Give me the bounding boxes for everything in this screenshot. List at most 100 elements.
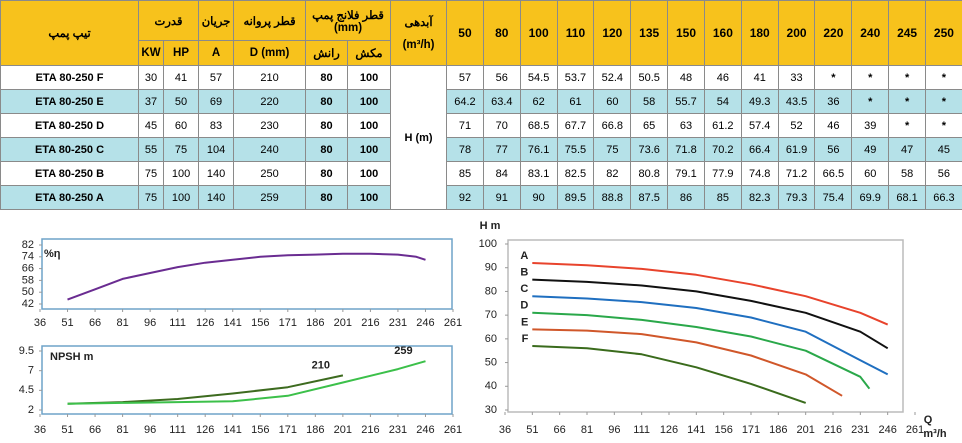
x-tick-label: 201 xyxy=(796,424,814,436)
head-cell: 46 xyxy=(703,65,742,90)
x-tick-label: 231 xyxy=(389,317,407,329)
sub-header: رانش xyxy=(305,40,349,66)
x-tick-label: 201 xyxy=(334,317,352,329)
series-line xyxy=(532,278,889,350)
flow-header: 245 xyxy=(888,0,926,66)
x-tick-label: 66 xyxy=(89,317,101,329)
head-cell: 53.7 xyxy=(556,65,595,90)
x-tick-label: 81 xyxy=(116,317,128,329)
header-cell: قدرت xyxy=(137,0,200,41)
head-cell: 57.4 xyxy=(740,113,779,138)
spec-cell: 100 xyxy=(347,113,392,138)
x-tick-label: 141 xyxy=(224,317,242,329)
flow-header: 80 xyxy=(482,0,521,66)
series-label: E xyxy=(521,316,528,328)
x-tick-label: 186 xyxy=(306,317,324,329)
sub-header: مکش xyxy=(347,40,392,66)
axis-title: Q xyxy=(924,414,933,426)
head-cell: 66.4 xyxy=(740,137,779,162)
head-cell: 71 xyxy=(446,113,484,138)
head-cell: 89.5 xyxy=(556,185,595,210)
head-cell: 57 xyxy=(446,65,484,90)
x-tick-label: 246 xyxy=(416,317,434,329)
y-tick-label: 42 xyxy=(22,298,34,310)
y-tick-label: 50 xyxy=(485,356,497,368)
head-cell: 50.5 xyxy=(630,65,669,90)
series-label: A xyxy=(520,250,528,262)
spec-cell: 210 xyxy=(233,65,307,90)
series-line xyxy=(532,345,807,404)
head-cell: 61.9 xyxy=(777,137,816,162)
sub-header: D (mm) xyxy=(233,40,307,66)
x-tick-label: 126 xyxy=(196,424,214,436)
pump-name: ETA 80-250 F xyxy=(0,65,139,90)
x-tick-label: 111 xyxy=(633,424,650,436)
head-cell: * xyxy=(925,89,962,114)
y-tick-label: 9.5 xyxy=(19,345,34,357)
x-tick-label: 261 xyxy=(906,424,924,436)
head-cell: 79.3 xyxy=(777,185,816,210)
header-cell: آبدهی (m³/h) xyxy=(390,0,448,66)
head-cell: * xyxy=(925,113,962,138)
header-cell: جریان xyxy=(198,0,235,41)
y-tick-label: 74 xyxy=(22,251,34,263)
x-tick-label: 201 xyxy=(334,424,352,436)
x-tick-label: 246 xyxy=(878,424,896,436)
x-tick-label: 141 xyxy=(224,424,242,436)
series-line xyxy=(532,328,843,397)
x-tick-label: 81 xyxy=(116,424,128,436)
head-cell: 80.8 xyxy=(630,161,669,186)
head-cell: * xyxy=(888,65,926,90)
head-cell: 63.4 xyxy=(482,89,521,114)
series-line xyxy=(67,360,426,405)
x-tick-label: 126 xyxy=(660,424,678,436)
head-cell: 62 xyxy=(519,89,558,114)
pump-name: ETA 80-250 D xyxy=(0,113,139,138)
spec-cell: 80 xyxy=(305,137,349,162)
head-cell: 63 xyxy=(667,113,705,138)
spec-cell: 75 xyxy=(138,161,164,186)
x-tick-label: 186 xyxy=(306,424,324,436)
flow-header: 50 xyxy=(446,0,484,66)
head-cell: 48 xyxy=(667,65,705,90)
flow-header: 180 xyxy=(740,0,779,66)
x-tick-label: 96 xyxy=(144,317,156,329)
y-tick-label: 50 xyxy=(22,286,34,298)
head-cell: 43.5 xyxy=(777,89,816,114)
spec-cell: 250 xyxy=(233,161,307,186)
x-tick-label: 216 xyxy=(361,424,379,436)
flow-header: 120 xyxy=(593,0,632,66)
spec-cell: 75 xyxy=(162,137,200,162)
spec-cell: 100 xyxy=(162,161,200,186)
head-cell: 56 xyxy=(925,161,962,186)
series-label: D xyxy=(520,300,528,312)
head-cell: 87.5 xyxy=(630,185,669,210)
y-tick-label: 58 xyxy=(22,274,34,286)
head-cell: 75 xyxy=(593,137,632,162)
spec-cell: 140 xyxy=(198,185,235,210)
pump-name: ETA 80-250 A xyxy=(0,185,139,210)
spec-cell: 240 xyxy=(233,137,307,162)
head-cell: 39 xyxy=(851,113,890,138)
head-cell: 66.8 xyxy=(593,113,632,138)
plot-frame xyxy=(41,345,453,415)
spec-cell: 55 xyxy=(138,137,164,162)
head-cell: * xyxy=(925,65,962,90)
head-cell: 56 xyxy=(814,137,853,162)
flow-header: 220 xyxy=(814,0,853,66)
head-cell: 73.6 xyxy=(630,137,669,162)
plot-frame xyxy=(507,239,904,413)
head-cell: 74.8 xyxy=(740,161,779,186)
x-tick-label: 36 xyxy=(34,424,46,436)
head-cell: 82.5 xyxy=(556,161,595,186)
x-tick-label: 231 xyxy=(851,424,869,436)
spec-cell: 75 xyxy=(138,185,164,210)
y-tick-label: 40 xyxy=(485,380,497,392)
x-tick-label: 36 xyxy=(499,424,511,436)
flow-header: 150 xyxy=(667,0,705,66)
head-cell: 82 xyxy=(593,161,632,186)
y-tick-label: 90 xyxy=(485,262,497,274)
pump-name: ETA 80-250 E xyxy=(0,89,139,114)
head-cell: 70 xyxy=(482,113,521,138)
